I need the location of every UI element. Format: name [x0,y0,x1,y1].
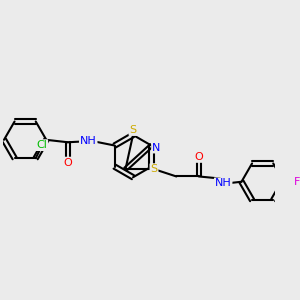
Text: N: N [152,142,160,153]
Text: S: S [130,125,136,135]
Text: O: O [64,158,72,168]
Text: Cl: Cl [36,140,47,150]
Text: O: O [194,152,203,162]
Text: NH: NH [80,136,97,146]
Text: NH: NH [215,178,232,188]
Text: S: S [150,164,158,174]
Text: F: F [294,177,300,187]
